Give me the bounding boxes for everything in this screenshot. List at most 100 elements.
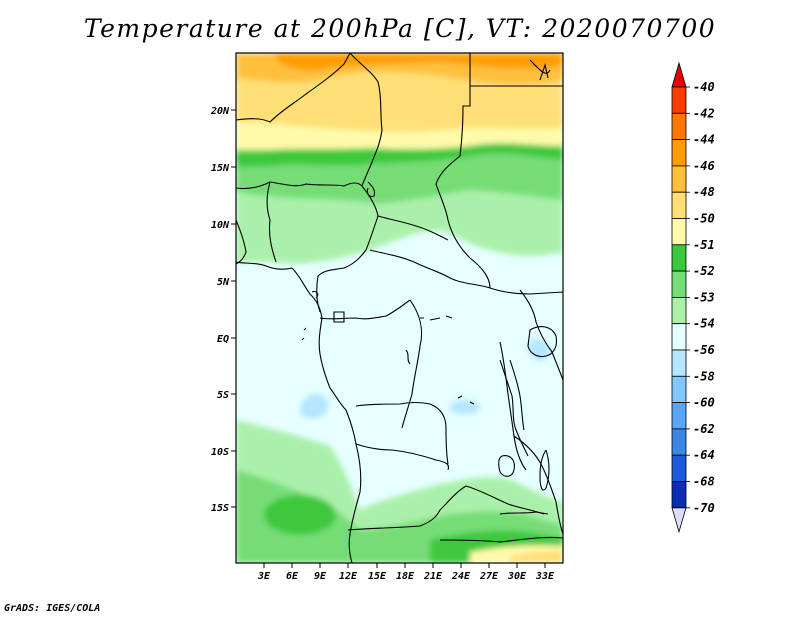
colorbar-segment [671, 86, 687, 114]
colorbar: -40 -42 -44 -46 -48 -50 -51 -52 -53 -54 -56 -58 -60 -… [671, 61, 715, 534]
lon-axis: 3E 6E 9E 12E 15E 18E 21E 24E 27E 30E 33E [257, 563, 555, 582]
colorbar-label: -54 [693, 317, 715, 331]
colorbar-label: -56 [693, 343, 715, 357]
colorbar-segment [671, 481, 687, 509]
lake-victoria [527, 326, 558, 358]
coastline-south [348, 443, 362, 563]
lake-mweru [498, 455, 515, 477]
colorbar-label: -51 [693, 238, 715, 252]
lake-tanganyika-east [509, 359, 525, 431]
lat-axis: 20N 15N 10N 5N EQ 5S 10S 15S [210, 106, 236, 514]
colorbar-label: -53 [693, 290, 715, 304]
border-chad-car [377, 215, 449, 241]
lat-label-eq: EQ [217, 334, 229, 345]
border-angola-drc [355, 443, 450, 471]
lake-kariba [499, 511, 549, 515]
lake-chad [366, 181, 376, 198]
lon-label-12e: 12E [339, 571, 358, 582]
colorbar-label: -50 [693, 212, 715, 226]
lake-tanganyika-west [499, 359, 529, 457]
colorbar-label: -70 [693, 501, 715, 515]
colorbar-label: -46 [693, 159, 715, 173]
lat-label-15n: 15N [211, 163, 230, 174]
colorbar-label: -64 [693, 448, 715, 462]
lat-label-15s: 15S [211, 503, 229, 514]
lat-label-20n: 20N [210, 106, 230, 117]
river-fragment-3 [457, 395, 475, 405]
colorbar-segment [671, 112, 687, 141]
colorbar-segment [671, 349, 687, 377]
colorbar-label: -62 [693, 422, 715, 436]
border-nigeria-north [236, 181, 363, 190]
lon-label-27e: 27E [479, 571, 499, 582]
band-48-50-south [510, 550, 563, 563]
lon-label-21e: 21E [423, 571, 443, 582]
islands-bioko [301, 290, 319, 341]
colorbar-segment [671, 428, 687, 456]
border-chad-sudan [435, 53, 491, 289]
colorbar-segment [671, 323, 687, 351]
lake-malawi [539, 449, 550, 491]
band-56-58-patch-3 [527, 339, 550, 361]
border-angola-namibia [347, 485, 467, 531]
lon-label-6e: 6E [286, 571, 299, 582]
colorbar-segment [671, 454, 687, 482]
colorbar-segment [671, 402, 687, 430]
border-tanzania-malawi [513, 435, 563, 535]
river-fragment-2 [405, 349, 411, 365]
lat-label-10s: 10S [211, 447, 229, 458]
coastline-gulf-of-guinea [236, 261, 293, 270]
grads-credit: GrADS: IGES/COLA [4, 603, 101, 614]
lat-label-5n: 5N [217, 277, 230, 288]
lat-label-10n: 10N [211, 220, 230, 231]
colorbar-label: -68 [693, 475, 715, 489]
colorbar-segment [671, 375, 687, 403]
colorbar-label: -58 [693, 369, 715, 383]
lon-label-18e: 18E [396, 571, 415, 582]
colorbar-segment [671, 296, 687, 325]
colorbar-label: -42 [693, 106, 715, 120]
colorbar-label: -60 [693, 396, 715, 410]
lon-label-3e: 3E [257, 571, 271, 582]
border-angola-north [355, 401, 449, 465]
coastline-west [236, 219, 247, 265]
border-car-south [369, 249, 563, 295]
border-niger-chad [349, 53, 383, 187]
chart-title: Temperature at 200hPa [C], VT: 202007070… [83, 14, 717, 43]
colorbar-segment [671, 270, 687, 298]
colorbar-segment [671, 244, 687, 272]
colorbar-segment [671, 165, 687, 193]
coastline-egypt-sinai [529, 59, 551, 81]
border-nigeria-cameroon [316, 185, 379, 313]
borders [236, 53, 563, 563]
colorbar-segment [671, 191, 687, 219]
band-51-52-south-blob [264, 495, 336, 535]
border-east-drc [499, 341, 527, 471]
colorbar-segment [671, 218, 687, 246]
band-56-58-patch-1 [299, 393, 329, 419]
lon-label-9e: 9E [314, 571, 327, 582]
colorbar-label: -48 [693, 185, 715, 199]
lon-label-33e: 33E [535, 571, 555, 582]
border-mali-niger [236, 53, 351, 123]
colorbar-label: -44 [693, 133, 715, 147]
lon-label-30e: 30E [507, 571, 527, 582]
border-benin-nigeria [266, 181, 277, 263]
border-uganda-kenya [519, 289, 563, 381]
rivers-congo-fragment [420, 315, 453, 321]
lon-label-15e: 15E [368, 571, 387, 582]
coastline-central-west [291, 267, 357, 445]
colorbar-segment [671, 139, 687, 167]
colorbar-label: -52 [693, 264, 715, 278]
colorbar-cap-top [671, 61, 687, 88]
border-cameroon-gabon [319, 299, 411, 320]
lat-label-5s: 5S [217, 390, 229, 401]
border-eq-guinea [333, 311, 345, 323]
colorbar-label: -40 [693, 80, 715, 94]
border-zimbabwe [439, 536, 563, 543]
map-frame [235, 52, 564, 564]
border-zambia-south [465, 485, 545, 515]
lon-label-24e: 24E [451, 571, 471, 582]
colorbar-cap-bottom [671, 507, 687, 534]
